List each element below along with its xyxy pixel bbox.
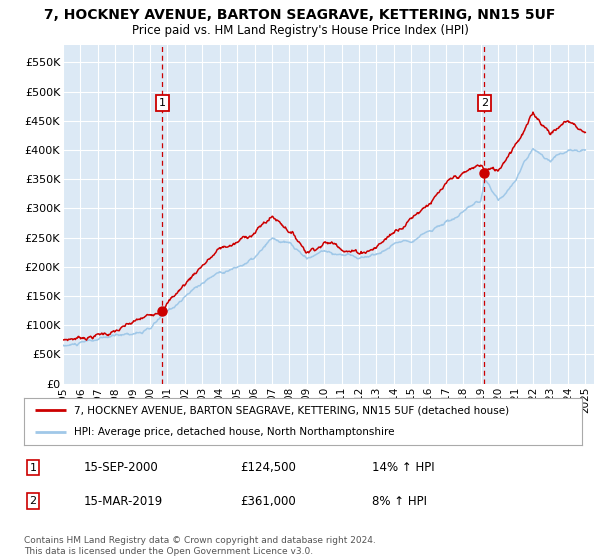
Text: 15-SEP-2000: 15-SEP-2000 (84, 461, 159, 474)
Text: HPI: Average price, detached house, North Northamptonshire: HPI: Average price, detached house, Nort… (74, 427, 395, 437)
Text: 7, HOCKNEY AVENUE, BARTON SEAGRAVE, KETTERING, NN15 5UF (detached house): 7, HOCKNEY AVENUE, BARTON SEAGRAVE, KETT… (74, 405, 509, 416)
Text: 1: 1 (159, 98, 166, 108)
Text: 14% ↑ HPI: 14% ↑ HPI (372, 461, 434, 474)
Text: 7, HOCKNEY AVENUE, BARTON SEAGRAVE, KETTERING, NN15 5UF: 7, HOCKNEY AVENUE, BARTON SEAGRAVE, KETT… (44, 8, 556, 22)
Text: 2: 2 (481, 98, 488, 108)
Text: £124,500: £124,500 (240, 461, 296, 474)
Text: Contains HM Land Registry data © Crown copyright and database right 2024.
This d: Contains HM Land Registry data © Crown c… (24, 536, 376, 556)
Text: 2: 2 (29, 496, 37, 506)
Text: 15-MAR-2019: 15-MAR-2019 (84, 494, 163, 508)
Text: £361,000: £361,000 (240, 494, 296, 508)
Text: 8% ↑ HPI: 8% ↑ HPI (372, 494, 427, 508)
Text: Price paid vs. HM Land Registry's House Price Index (HPI): Price paid vs. HM Land Registry's House … (131, 24, 469, 37)
Text: 1: 1 (29, 463, 37, 473)
